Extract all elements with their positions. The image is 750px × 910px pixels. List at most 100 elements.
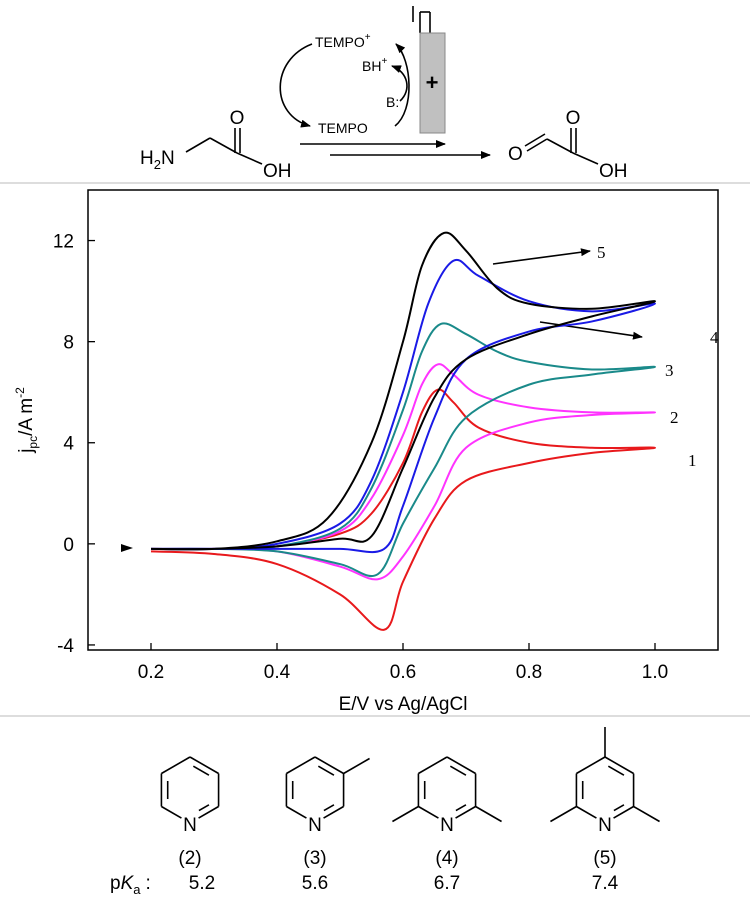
- x-tick-label: 0.6: [390, 662, 416, 683]
- pointer-arrow: [539, 321, 643, 340]
- bond: [236, 152, 263, 165]
- label: /A m: [16, 398, 37, 436]
- cycle-arrow: [279, 43, 313, 128]
- bond: [161, 756, 191, 775]
- bond: [323, 805, 344, 819]
- atom: N: [161, 148, 175, 169]
- atom: OH: [263, 161, 292, 182]
- bond: [455, 804, 467, 812]
- bond: [446, 756, 476, 775]
- reaction-scheme: + TEMPO+ BH+ B: TEMPO H2N O OH O O OH: [140, 6, 628, 182]
- label: j: [16, 449, 37, 454]
- bond: [189, 756, 219, 775]
- pka-prefix: pKa:: [110, 873, 151, 897]
- atom: O: [508, 144, 523, 165]
- charge: +: [381, 56, 387, 67]
- bond: [192, 765, 210, 776]
- atom: O: [230, 108, 245, 129]
- x-tick-label: 0.8: [516, 662, 542, 683]
- cv-curve: [150, 322, 657, 577]
- pka-value: 7.4: [592, 873, 619, 894]
- label: p: [110, 873, 121, 894]
- x-tick-label: 0.2: [138, 662, 164, 683]
- atom: H: [140, 148, 154, 169]
- base-label: (2): [178, 848, 201, 869]
- y-tick-label: 4: [63, 434, 74, 455]
- label: BH: [362, 58, 381, 74]
- bond: [550, 805, 577, 823]
- base-label: (4): [435, 848, 458, 869]
- bond: [604, 756, 634, 775]
- curve-label: 5: [597, 243, 606, 262]
- atom: O: [566, 108, 581, 129]
- y-tick-label: -4: [57, 636, 74, 657]
- pointer-arrow: [492, 248, 591, 265]
- amine: H2N: [140, 148, 175, 172]
- atom: N: [598, 815, 612, 836]
- bond: [449, 765, 467, 776]
- bond: [576, 805, 597, 819]
- atom: N: [183, 815, 197, 836]
- bond: [572, 152, 599, 165]
- bond: [286, 805, 307, 819]
- bond: [317, 765, 335, 776]
- x-tick-label: 0.4: [264, 662, 291, 683]
- pka-value: 6.7: [434, 873, 460, 894]
- bond: [209, 137, 238, 154]
- atom: N: [440, 815, 454, 836]
- label: K: [121, 873, 135, 894]
- charge: +: [365, 32, 371, 43]
- y-axis-label: jpc/A m-2: [13, 387, 40, 454]
- bond: [198, 805, 219, 819]
- bond: [546, 138, 574, 154]
- atom: N: [308, 815, 322, 836]
- cv-curve: [150, 363, 657, 581]
- pka-value: 5.2: [189, 873, 215, 894]
- bond: [613, 805, 634, 819]
- y-tick-label: 8: [63, 333, 74, 354]
- bond: [633, 805, 660, 823]
- subscript: pc: [26, 436, 40, 449]
- bond: [198, 804, 210, 812]
- x-axis-label: E/V vs Ag/AgCl: [339, 694, 468, 715]
- cv-curve: [150, 388, 657, 631]
- bond: [323, 804, 335, 812]
- bond: [286, 756, 316, 775]
- electrode-sign: +: [426, 70, 439, 95]
- base: B:: [386, 94, 399, 110]
- bond: [418, 805, 439, 819]
- bond: [343, 757, 370, 775]
- superscript: -2: [13, 387, 27, 398]
- base-label: (3): [303, 848, 326, 869]
- oxidation-arrow: [394, 43, 410, 127]
- bond: [613, 804, 625, 812]
- x-tick-label: 1.0: [642, 662, 668, 683]
- curve-label: 2: [670, 408, 679, 427]
- bond: [526, 138, 548, 152]
- bond: [524, 133, 546, 147]
- label: TEMPO: [315, 34, 365, 50]
- acid: BH+: [362, 56, 387, 74]
- scan-start-marker: [121, 544, 133, 552]
- bond: [475, 805, 502, 823]
- cv-curve: [150, 231, 657, 551]
- proton-arrow: [391, 65, 408, 102]
- y-tick-label: 12: [53, 232, 74, 253]
- bond: [185, 137, 211, 153]
- bond: [392, 805, 419, 823]
- electrode: [419, 32, 446, 134]
- separator: :: [146, 873, 151, 894]
- cv-curve: [150, 258, 657, 554]
- bond: [455, 805, 476, 819]
- curve-label: 3: [665, 361, 674, 380]
- y-tick-label: 0: [63, 535, 74, 556]
- pka-value: 5.6: [302, 873, 328, 894]
- tempo-plus: TEMPO+: [315, 32, 371, 50]
- bond: [576, 756, 606, 775]
- curve-label: 4: [710, 328, 719, 347]
- bond: [607, 765, 625, 776]
- bond: [314, 756, 344, 775]
- bond: [418, 756, 448, 775]
